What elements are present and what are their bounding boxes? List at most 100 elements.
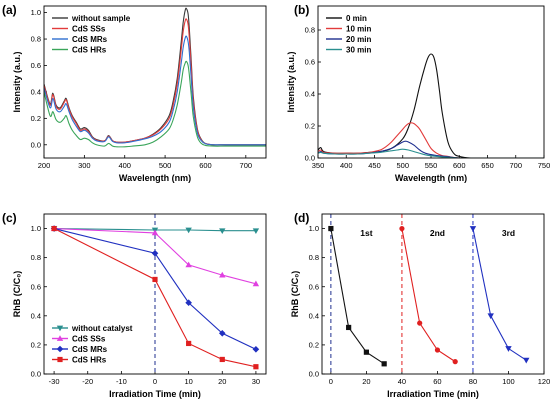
data-point: [185, 227, 192, 234]
data-point: [523, 357, 530, 364]
y-tick-label: 0.8: [309, 253, 319, 262]
x-tick-label: 60: [433, 377, 441, 386]
data-point: [363, 349, 369, 355]
legend-entry: CdS SSs: [72, 334, 106, 343]
series-line-1: [318, 53, 544, 158]
panel-a: (a) 200 300 400 500 600 700 0.0 0.2 0.4 0.6 0.8 1.0 W…: [2, 3, 267, 183]
y-tick-label: 0.0: [31, 140, 41, 149]
y-axis-label: RhB (C/C₀): [12, 271, 22, 318]
y-tick-label: 1.0: [31, 224, 41, 233]
x-tick-label: 10: [184, 377, 192, 386]
x-tick-label: 300: [78, 161, 91, 170]
y-axis-label: RhB (C/C₀): [290, 271, 300, 318]
x-tick-label: 700: [240, 161, 253, 170]
y-tick-label: 0.0: [309, 370, 319, 379]
x-axis-label: Irradiation Time (min): [387, 389, 479, 399]
y-tick-label: 0.2: [31, 114, 41, 123]
x-axis-label: Irradiation Time (min): [109, 389, 201, 399]
data-point: [505, 346, 512, 352]
data-point: [253, 364, 259, 370]
data-point: [186, 340, 192, 347]
y-tick-label: 0.4: [309, 311, 319, 320]
series-line-3: [472, 228, 527, 361]
axes-frame: [317, 5, 545, 159]
series-line-3: [44, 35, 266, 146]
x-tick-label: 500: [396, 161, 409, 170]
series-line-2: [318, 122, 544, 158]
data-point: [51, 225, 57, 232]
y-tick-label: 0.4: [31, 311, 41, 320]
y-axis-label: Intensity (a.u.): [12, 51, 22, 112]
y-tick-label: 0.6: [309, 282, 319, 291]
legend-entry: without sample: [71, 14, 131, 23]
data-point: [434, 347, 441, 353]
x-tick-label: 20: [218, 377, 226, 386]
data-point: [469, 226, 477, 232]
data-point: [151, 249, 159, 257]
series-line-4: [318, 148, 544, 158]
x-tick-label: 0: [329, 377, 333, 386]
legend-marker: [56, 335, 64, 341]
cycle-label: 1st: [360, 228, 372, 238]
legend-entry: CdS SSs: [72, 24, 106, 33]
y-tick-label: 1.0: [31, 8, 41, 17]
x-tick-label: 550: [425, 161, 438, 170]
data-point: [252, 228, 260, 235]
y-tick-label: 0.2: [305, 122, 315, 131]
x-tick-label: 350: [312, 161, 325, 170]
x-tick-label: -10: [116, 377, 127, 386]
y-tick-label: 0.4: [305, 90, 315, 99]
x-tick-label: 450: [368, 161, 381, 170]
data-point: [328, 225, 334, 232]
legend-entry: without catalyst: [71, 324, 133, 333]
y-tick-label: 0.0: [31, 370, 41, 379]
legend-entry: CdS HRs: [72, 355, 107, 364]
data-point: [219, 228, 226, 235]
data-point: [185, 261, 192, 268]
legend-entry: 0 min: [346, 14, 367, 23]
x-tick-label: 40: [398, 377, 406, 386]
legend-marker: [56, 325, 64, 332]
plot-area-a: [44, 7, 266, 148]
panel-label-a: (a): [2, 3, 17, 17]
y-axis-label: Intensity (a.u.): [286, 51, 296, 112]
x-tick-label: 80: [469, 377, 477, 386]
y-tick-label: 0.8: [31, 253, 41, 262]
panel-d: (d) 0 20 40 60 80 100 120 0.0 0.2 0.4 0.6 0.8 1.0 Irra…: [290, 211, 550, 399]
legend-marker: [56, 345, 64, 353]
axes-frame: [43, 213, 267, 375]
legend-entry: 20 min: [346, 35, 371, 44]
x-tick-label: 700: [509, 161, 522, 170]
x-tick-label: 600: [453, 161, 466, 170]
x-tick-label: 600: [199, 161, 212, 170]
y-tick-label: 0.8: [305, 26, 315, 35]
data-point: [185, 299, 192, 307]
y-tick-label: 1.0: [309, 224, 319, 233]
data-point: [452, 359, 458, 365]
x-axis-label: Wavelength (nm): [119, 173, 191, 183]
data-point: [219, 271, 226, 278]
data-point: [252, 280, 260, 287]
panel-label-c: (c): [2, 211, 17, 225]
data-point: [151, 229, 159, 236]
data-point: [399, 225, 405, 232]
x-tick-label: -20: [82, 377, 93, 386]
cycle-label: 3rd: [502, 228, 515, 238]
legend-marker: [57, 356, 63, 363]
x-tick-label: 750: [538, 161, 550, 170]
data-point: [219, 356, 225, 363]
y-tick-label: 0.6: [31, 282, 41, 291]
panel-b: (b) 350 400 450 500 550 600 650 700 750 0.0 0.2 0.4 0…: [286, 3, 550, 183]
x-tick-label: 400: [118, 161, 131, 170]
data-point: [346, 324, 352, 331]
plot-area-b: [318, 53, 544, 158]
x-tick-label: 200: [38, 161, 51, 170]
y-tick-label: 0.0: [305, 154, 315, 163]
cycle-label: 2nd: [430, 228, 445, 238]
legend-entry: CdS MRs: [72, 345, 108, 354]
panel-label-d: (d): [294, 211, 309, 225]
y-tick-label: 0.2: [309, 341, 319, 350]
x-tick-label: 120: [538, 377, 550, 386]
